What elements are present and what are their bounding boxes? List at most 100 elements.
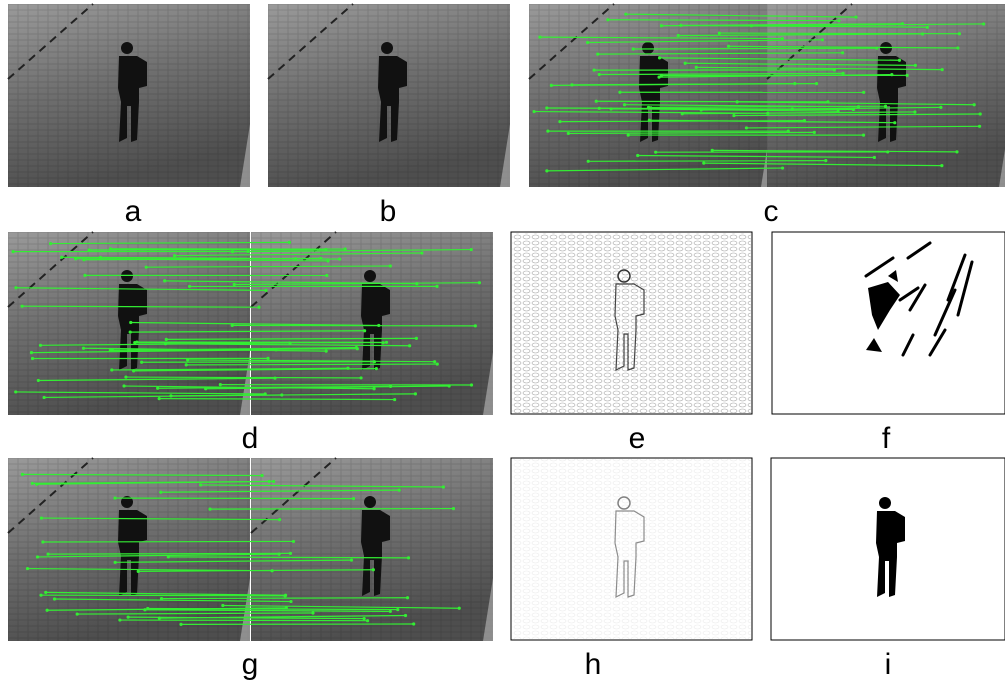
keypoint bbox=[420, 251, 423, 254]
keypoint bbox=[326, 259, 329, 262]
keypoint bbox=[156, 387, 159, 390]
keypoint bbox=[886, 150, 889, 153]
keypoint bbox=[433, 360, 436, 363]
panel-e-image bbox=[511, 232, 752, 414]
keypoint bbox=[958, 32, 961, 35]
keypoint bbox=[186, 358, 189, 361]
panel-label: b bbox=[380, 195, 397, 228]
keypoint bbox=[745, 126, 748, 129]
panel-label: c bbox=[764, 195, 779, 228]
keypoint bbox=[407, 556, 410, 559]
keypoint bbox=[40, 516, 43, 519]
keypoint bbox=[546, 130, 549, 133]
keypoint bbox=[44, 591, 47, 594]
keypoint bbox=[169, 394, 172, 397]
keypoint bbox=[956, 46, 959, 49]
keypoint bbox=[404, 614, 407, 617]
panel-label: d bbox=[242, 422, 259, 455]
keypoint bbox=[14, 390, 17, 393]
panel-label: e bbox=[629, 422, 646, 455]
keypoint bbox=[145, 266, 148, 269]
panel-label: i bbox=[885, 648, 892, 681]
panel-f-image bbox=[772, 232, 1005, 414]
keypoint bbox=[60, 256, 63, 259]
keypoint bbox=[474, 324, 477, 327]
keypoint bbox=[926, 26, 929, 29]
match-line bbox=[115, 498, 354, 499]
keypoint bbox=[906, 74, 909, 77]
figure: a b c d e f g h i bbox=[0, 0, 1005, 685]
keypoint bbox=[375, 367, 378, 370]
keypoint bbox=[356, 347, 359, 350]
keypoint bbox=[618, 91, 621, 94]
match-line bbox=[162, 598, 408, 599]
keypoint bbox=[913, 110, 916, 113]
keypoint bbox=[118, 618, 121, 621]
keypoint bbox=[854, 16, 857, 19]
match-line bbox=[186, 364, 437, 365]
keypoint bbox=[12, 250, 15, 253]
keypoint bbox=[43, 396, 46, 399]
keypoint bbox=[415, 337, 418, 340]
keypoint bbox=[132, 369, 135, 372]
keypoint bbox=[478, 281, 481, 284]
panel-label: a bbox=[125, 195, 142, 228]
keypoint bbox=[31, 482, 34, 485]
keypoint bbox=[558, 120, 561, 123]
keypoint bbox=[231, 250, 234, 253]
keypoint bbox=[898, 59, 901, 62]
keypoint bbox=[396, 608, 399, 611]
keypoint bbox=[781, 166, 784, 169]
keypoint bbox=[137, 570, 140, 573]
keypoint bbox=[570, 83, 573, 86]
panel-g-image bbox=[8, 458, 493, 641]
keypoint bbox=[766, 112, 769, 115]
keypoint bbox=[901, 22, 904, 25]
keypoint bbox=[199, 483, 202, 486]
keypoint bbox=[158, 397, 161, 400]
keypoint bbox=[595, 100, 598, 103]
panel-h-image bbox=[511, 458, 752, 640]
keypoint bbox=[385, 341, 388, 344]
keypoint bbox=[165, 338, 168, 341]
keypoint bbox=[311, 611, 314, 614]
keypoint bbox=[550, 84, 553, 87]
keypoint bbox=[129, 321, 132, 324]
keypoint bbox=[821, 38, 824, 41]
match-line bbox=[120, 620, 368, 621]
keypoint bbox=[20, 305, 23, 308]
keypoint bbox=[398, 488, 401, 491]
keypoint bbox=[393, 398, 396, 401]
panel-label: h bbox=[585, 648, 602, 681]
keypoint bbox=[979, 112, 982, 115]
keypoint bbox=[14, 286, 17, 289]
keypoint bbox=[532, 110, 535, 113]
keypoint bbox=[113, 496, 116, 499]
keypoint bbox=[88, 248, 91, 251]
keypoint bbox=[129, 331, 132, 334]
keypoint bbox=[606, 18, 609, 21]
keypoint bbox=[470, 248, 473, 251]
keypoint bbox=[567, 132, 570, 135]
keypoint bbox=[324, 248, 327, 251]
keypoint bbox=[372, 568, 375, 571]
keypoint bbox=[833, 68, 836, 71]
keypoint bbox=[587, 160, 590, 163]
keypoint bbox=[736, 100, 739, 103]
page: a b c d e f g h i (() => { const data = … bbox=[0, 0, 1005, 685]
panel-i-image bbox=[771, 458, 1005, 640]
match-line bbox=[588, 161, 826, 162]
keypoint bbox=[702, 162, 705, 165]
keypoint bbox=[208, 508, 211, 511]
keypoint bbox=[837, 19, 840, 22]
keypoint bbox=[143, 608, 146, 611]
keypoint bbox=[273, 377, 276, 380]
keypoint bbox=[268, 480, 271, 483]
keypoint bbox=[700, 108, 703, 111]
keypoint bbox=[272, 480, 275, 483]
keypoint bbox=[389, 264, 392, 267]
keypoint bbox=[363, 617, 366, 620]
keypoint bbox=[982, 22, 985, 25]
keypoint bbox=[41, 540, 44, 543]
keypoint bbox=[841, 72, 844, 75]
